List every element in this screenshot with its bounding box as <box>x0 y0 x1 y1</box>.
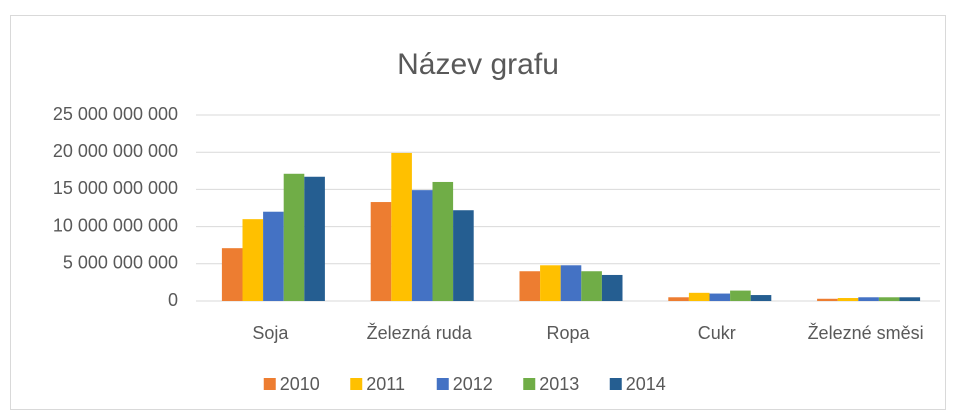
y-tick-label: 20 000 000 000 <box>53 141 178 161</box>
legend-label: 2010 <box>280 374 320 394</box>
bar <box>837 298 859 301</box>
bar <box>432 181 454 301</box>
legend-label: 2014 <box>626 374 666 394</box>
legend-swatch <box>263 378 276 390</box>
bar <box>411 190 433 301</box>
bar <box>560 265 582 301</box>
bar <box>263 211 284 301</box>
bar <box>519 271 541 301</box>
bar <box>221 248 243 301</box>
bar <box>283 173 305 301</box>
bar <box>370 202 392 301</box>
bar <box>581 271 602 301</box>
bar <box>453 210 474 301</box>
chart-border <box>10 15 946 410</box>
x-tick-label: Ropa <box>546 323 590 343</box>
bar <box>304 176 325 301</box>
x-tick-label: Cukr <box>698 323 736 343</box>
bar <box>730 290 751 301</box>
bar <box>688 292 710 301</box>
legend-swatch <box>609 378 622 390</box>
bar <box>242 219 264 301</box>
bar <box>817 298 838 301</box>
chart-title: Název grafu <box>397 48 559 81</box>
legend-swatch <box>523 378 536 390</box>
legend-label: 2011 <box>366 374 405 394</box>
legend-label: 2012 <box>453 374 493 394</box>
y-tick-label: 0 <box>168 290 178 310</box>
bar <box>601 274 623 301</box>
x-tick-label: Soja <box>252 323 289 343</box>
y-tick-label: 15 000 000 000 <box>53 178 178 198</box>
bar <box>858 297 879 301</box>
x-tick-label: Železná ruda <box>367 323 473 343</box>
bar <box>391 152 412 301</box>
legend-swatch <box>350 378 363 390</box>
y-tick-label: 10 000 000 000 <box>53 215 178 235</box>
bar <box>750 295 772 301</box>
bar <box>709 293 731 301</box>
bar <box>540 265 561 301</box>
x-tick-label: Železné směsi <box>808 323 924 343</box>
bar <box>899 297 921 301</box>
bar <box>878 297 900 301</box>
bar <box>668 297 689 301</box>
legend-label: 2013 <box>539 374 579 394</box>
y-tick-label: 25 000 000 000 <box>53 104 178 124</box>
legend-swatch <box>436 378 449 390</box>
y-tick-label: 5 000 000 000 <box>63 253 178 273</box>
